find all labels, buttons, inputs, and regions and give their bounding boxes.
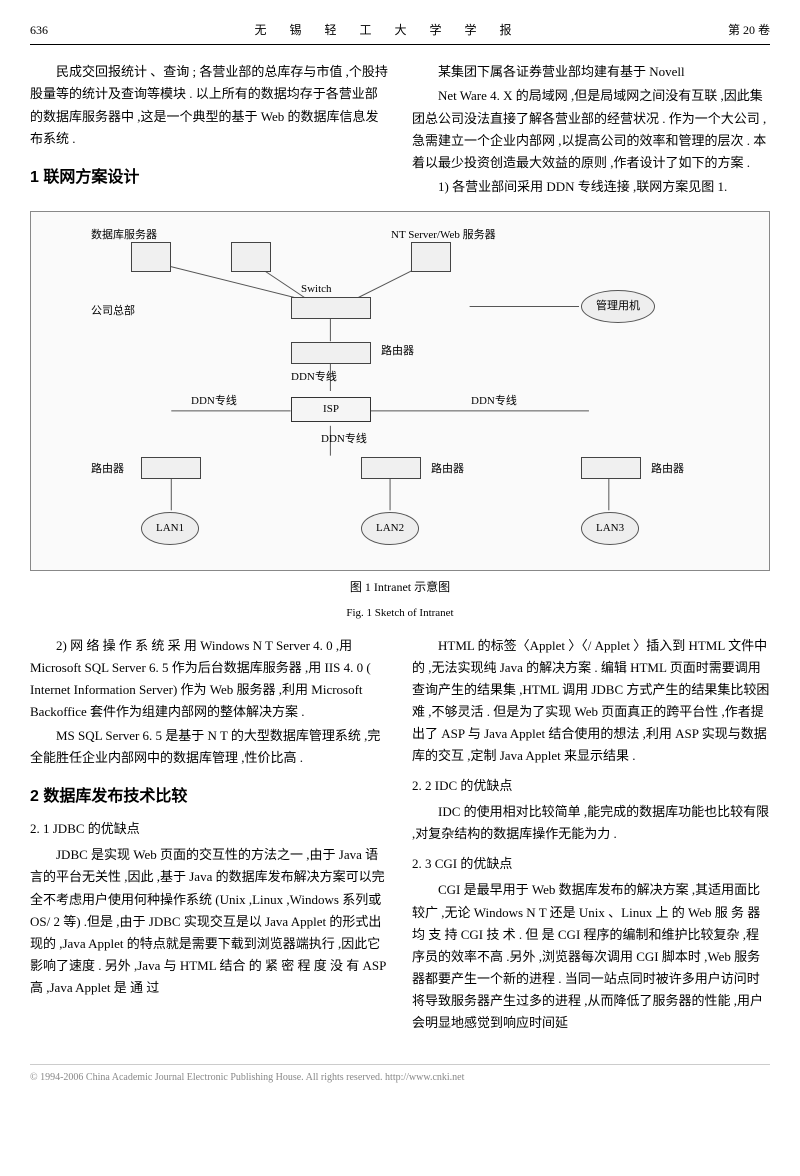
subsection-23-p: CGI 是最早用于 Web 数据库发布的解决方案 ,其适用面比较广 ,无论 Wi… (412, 879, 770, 1034)
device-pc-1 (131, 242, 171, 272)
journal-title: 无 锡 轻 工 大 学 学 报 (254, 20, 521, 40)
subsection-21-title: 2. 1 JDBC 的优缺点 (30, 818, 388, 840)
device-router-2 (361, 457, 421, 479)
subsection-22-p: IDC 的使用相对比较简单 ,能完成的数据库功能也比较有限 ,对复杂结构的数据库… (412, 801, 770, 845)
page-header: 636 无 锡 轻 工 大 学 学 报 第 20 卷 (30, 20, 770, 45)
intro-text-2: Net Ware 4. X 的局域网 ,但是局域网之间没有互联 ,因此集团总公司… (412, 85, 770, 173)
device-router-hq (291, 342, 371, 364)
device-pc-2 (231, 242, 271, 272)
label-ddn-top: DDN专线 (291, 368, 337, 387)
section-1-title: 1 联网方案设计 (30, 164, 388, 191)
body-columns: 2) 网 络 操 作 系 统 采 用 Windows N T Server 4.… (30, 635, 770, 1035)
device-pc-3 (411, 242, 451, 272)
cloud-mgmt: 管理用机 (581, 290, 655, 323)
after-fig-p2: MS SQL Server 6. 5 是基于 N T 的大型数据库管理系统 ,完… (30, 725, 388, 769)
after-fig-p1: 2) 网 络 操 作 系 统 采 用 Windows N T Server 4.… (30, 635, 388, 723)
node-isp: ISP (291, 397, 371, 422)
cloud-lan1: LAN1 (141, 512, 199, 545)
figure-caption-en: Fig. 1 Sketch of Intranet (30, 604, 770, 623)
section-2-title: 2 数据库发布技术比较 (30, 783, 388, 810)
label-router-2: 路由器 (431, 460, 464, 479)
device-router-3 (581, 457, 641, 479)
section-1-p1: 某集团下属各证券营业部均建有基于 Novell (412, 61, 770, 83)
subsection-23-title: 2. 3 CGI 的优缺点 (412, 853, 770, 875)
volume-label: 第 20 卷 (728, 20, 770, 40)
label-hq: 公司总部 (91, 302, 135, 321)
label-router-hq: 路由器 (381, 342, 414, 361)
intro-item-1: 1) 各营业部间采用 DDN 专线连接 ,联网方案见图 1. (412, 176, 770, 198)
cloud-lan3: LAN3 (581, 512, 639, 545)
subsection-22-title: 2. 2 IDC 的优缺点 (412, 775, 770, 797)
intro-columns: 民成交回报统计 、查询 ; 各营业部的总库存与市值 ,个股持股量等的统计及查询等… (30, 61, 770, 199)
page-number-left: 636 (30, 20, 48, 40)
label-switch: Switch (301, 280, 332, 299)
figure-1: 数据库服务器 NT Server/Web 服务器 公司总部 Switch 管理用… (30, 211, 770, 622)
device-switch (291, 297, 371, 319)
device-router-1 (141, 457, 201, 479)
figure-caption-cn: 图 1 Intranet 示意图 (30, 577, 770, 597)
label-ddn-right: DDN专线 (471, 392, 517, 411)
page-footer: © 1994-2006 China Academic Journal Elect… (30, 1064, 770, 1086)
subsection-21-right: HTML 的标签〈Applet 〉〈/ Applet 〉插入到 HTML 文件中… (412, 635, 770, 768)
intro-text-1: 民成交回报统计 、查询 ; 各营业部的总库存与市值 ,个股持股量等的统计及查询等… (30, 61, 388, 149)
label-ddn-bottom: DDN专线 (321, 430, 367, 449)
label-router-3: 路由器 (651, 460, 684, 479)
label-router-1: 路由器 (91, 460, 124, 479)
subsection-21-p: JDBC 是实现 Web 页面的交互性的方法之一 ,由于 Java 语言的平台无… (30, 844, 388, 999)
label-ddn-left: DDN专线 (191, 392, 237, 411)
cloud-lan2: LAN2 (361, 512, 419, 545)
network-diagram: 数据库服务器 NT Server/Web 服务器 公司总部 Switch 管理用… (30, 211, 770, 571)
